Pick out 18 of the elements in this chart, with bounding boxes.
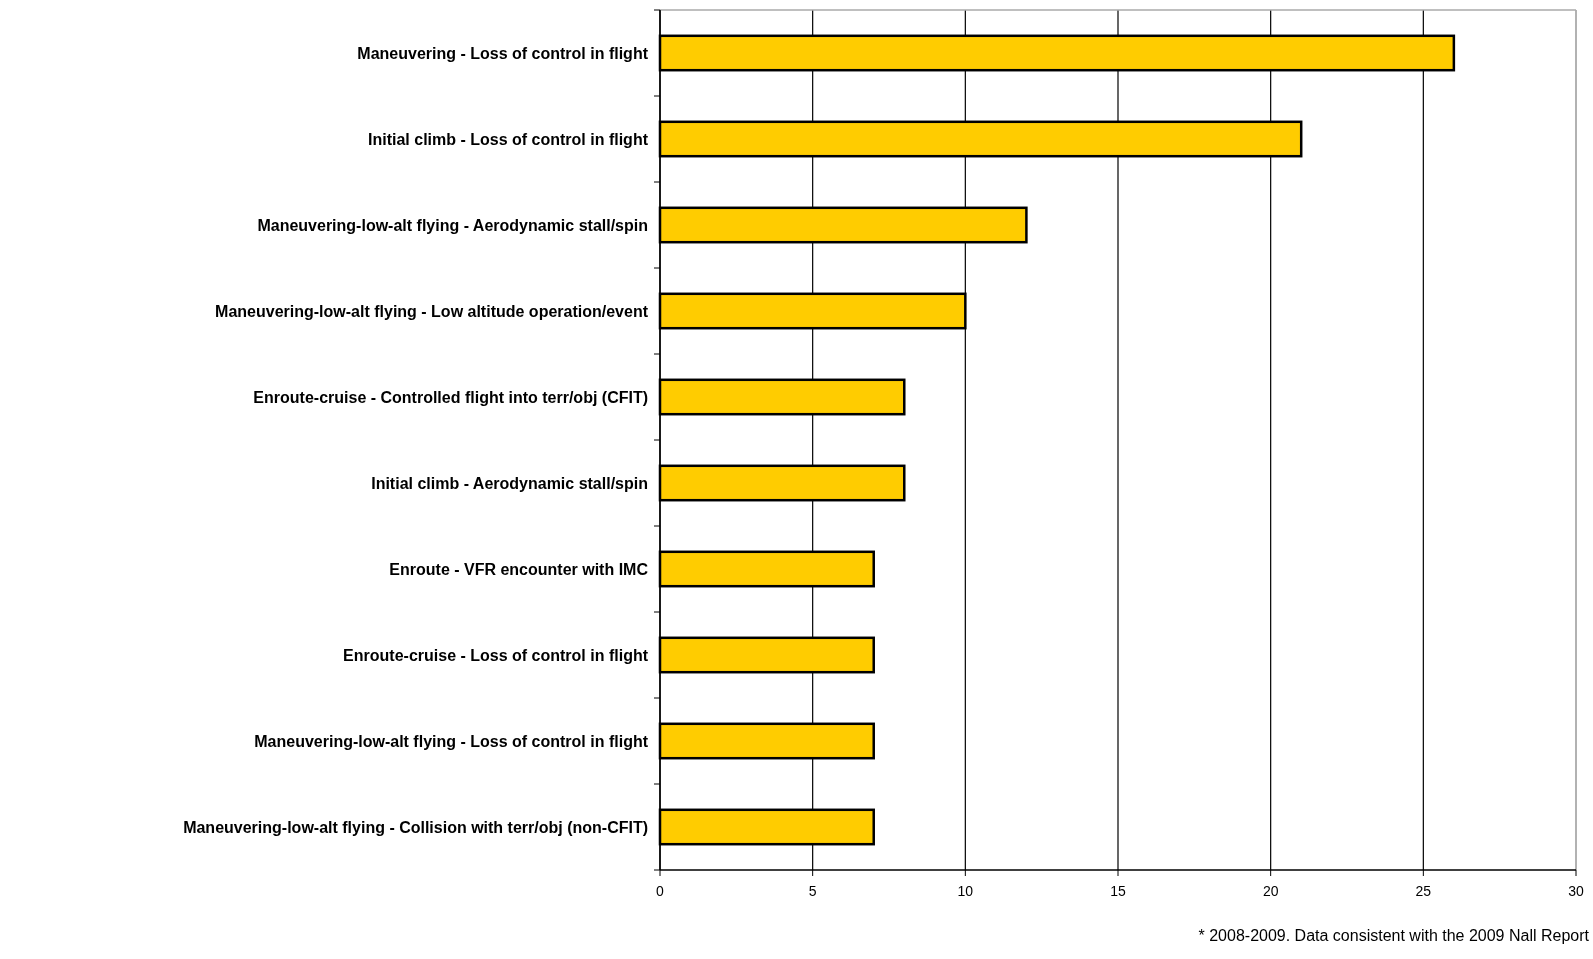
y-tick-label: Enroute-cruise - Loss of control in flight bbox=[343, 646, 649, 664]
x-tick-label: 10 bbox=[957, 883, 974, 899]
y-tick-label: Maneuvering-low-alt flying - Loss of control in flight bbox=[254, 732, 649, 750]
x-tick-label: 25 bbox=[1415, 883, 1432, 899]
text: * 2008-2009. Data consistent with the 2009 Nall Report bbox=[1198, 927, 1590, 944]
y-tick-label: Maneuvering-low-alt flying - Aerodynamic stall/spin bbox=[257, 216, 648, 234]
x-tick-label: 15 bbox=[1110, 883, 1126, 899]
y-tick-label: Maneuvering - Loss of control in flight bbox=[357, 44, 649, 62]
x-tick-label: 0 bbox=[656, 883, 665, 899]
y-tick-label: Initial climb - Aerodynamic stall/spin bbox=[371, 474, 648, 492]
x-tick-label: 20 bbox=[1262, 883, 1279, 899]
y-tick-label: Initial climb - Loss of control in flight bbox=[368, 130, 649, 148]
y-tick-label: Maneuvering-low-alt flying - Collision with terr/obj (non-CFIT) bbox=[183, 818, 648, 836]
y-tick-label: Enroute-cruise - Controlled flight into terr/obj (CFIT) bbox=[253, 388, 648, 406]
x-tick-label: 5 bbox=[808, 883, 817, 899]
y-tick-label: Maneuvering-low-alt flying - Low altitude operation/event bbox=[215, 302, 649, 320]
y-tick-label: Enroute - VFR encounter with IMC bbox=[389, 560, 649, 578]
x-tick-label: 30 bbox=[1568, 883, 1584, 899]
